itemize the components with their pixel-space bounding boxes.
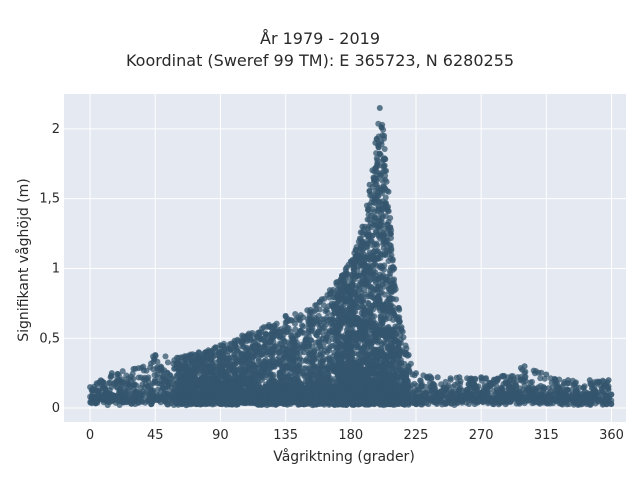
data-point bbox=[125, 375, 132, 382]
data-point bbox=[389, 256, 396, 263]
data-point bbox=[359, 348, 366, 355]
data-point bbox=[487, 380, 493, 386]
data-point bbox=[365, 299, 372, 306]
chart-title: År 1979 - 2019 bbox=[260, 29, 380, 48]
data-point bbox=[599, 377, 606, 384]
data-point bbox=[483, 375, 489, 382]
data-point bbox=[252, 338, 259, 345]
data-point bbox=[403, 345, 410, 352]
data-point bbox=[442, 378, 449, 385]
data-point bbox=[537, 375, 544, 382]
data-point bbox=[164, 359, 171, 366]
data-point bbox=[371, 208, 378, 215]
data-point bbox=[424, 374, 431, 381]
data-point bbox=[532, 370, 538, 377]
data-point bbox=[87, 393, 94, 400]
data-points bbox=[87, 105, 615, 409]
chart-subtitle: Koordinat (Sweref 99 TM): E 365723, N 62… bbox=[125, 51, 515, 70]
data-point bbox=[303, 334, 310, 341]
data-point bbox=[162, 353, 169, 360]
data-point bbox=[411, 380, 418, 387]
data-point bbox=[140, 367, 147, 374]
data-point bbox=[323, 321, 330, 328]
data-point bbox=[447, 375, 454, 382]
data-point bbox=[493, 382, 500, 389]
data-point bbox=[382, 156, 389, 163]
data-point bbox=[343, 264, 350, 271]
data-point bbox=[255, 356, 262, 362]
data-point bbox=[313, 302, 320, 309]
data-point bbox=[292, 326, 299, 333]
data-point bbox=[365, 211, 372, 218]
